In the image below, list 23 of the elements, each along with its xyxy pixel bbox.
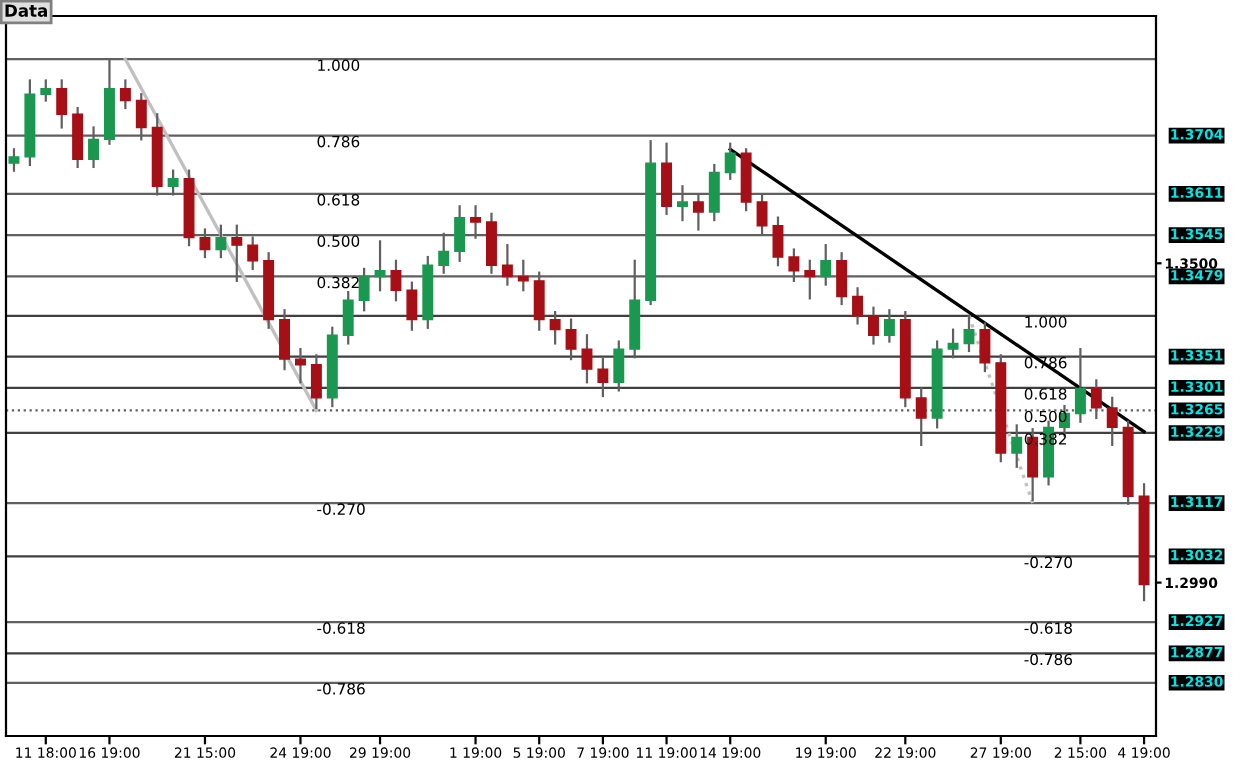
chart-title: Data [5,4,47,17]
candlestick [613,340,625,392]
candlestick [963,314,975,353]
candlestick [119,79,131,110]
candlestick [549,311,561,345]
candlestick [565,318,577,361]
candlestick [597,357,609,398]
candlestick [979,322,991,373]
candlestick [56,79,68,129]
candlestick [852,287,864,325]
candlestick [310,354,322,410]
candlestick [40,79,52,102]
candlestick [342,290,354,345]
candlestick [883,309,895,343]
candlestick [8,148,20,172]
candlestick [294,347,306,384]
candlestick [279,309,291,371]
candlestick [406,281,418,331]
candlestick [868,306,879,345]
candlestick [724,142,736,180]
candlestick [1011,424,1023,468]
candlestick [581,334,593,384]
candlestick [947,328,959,359]
